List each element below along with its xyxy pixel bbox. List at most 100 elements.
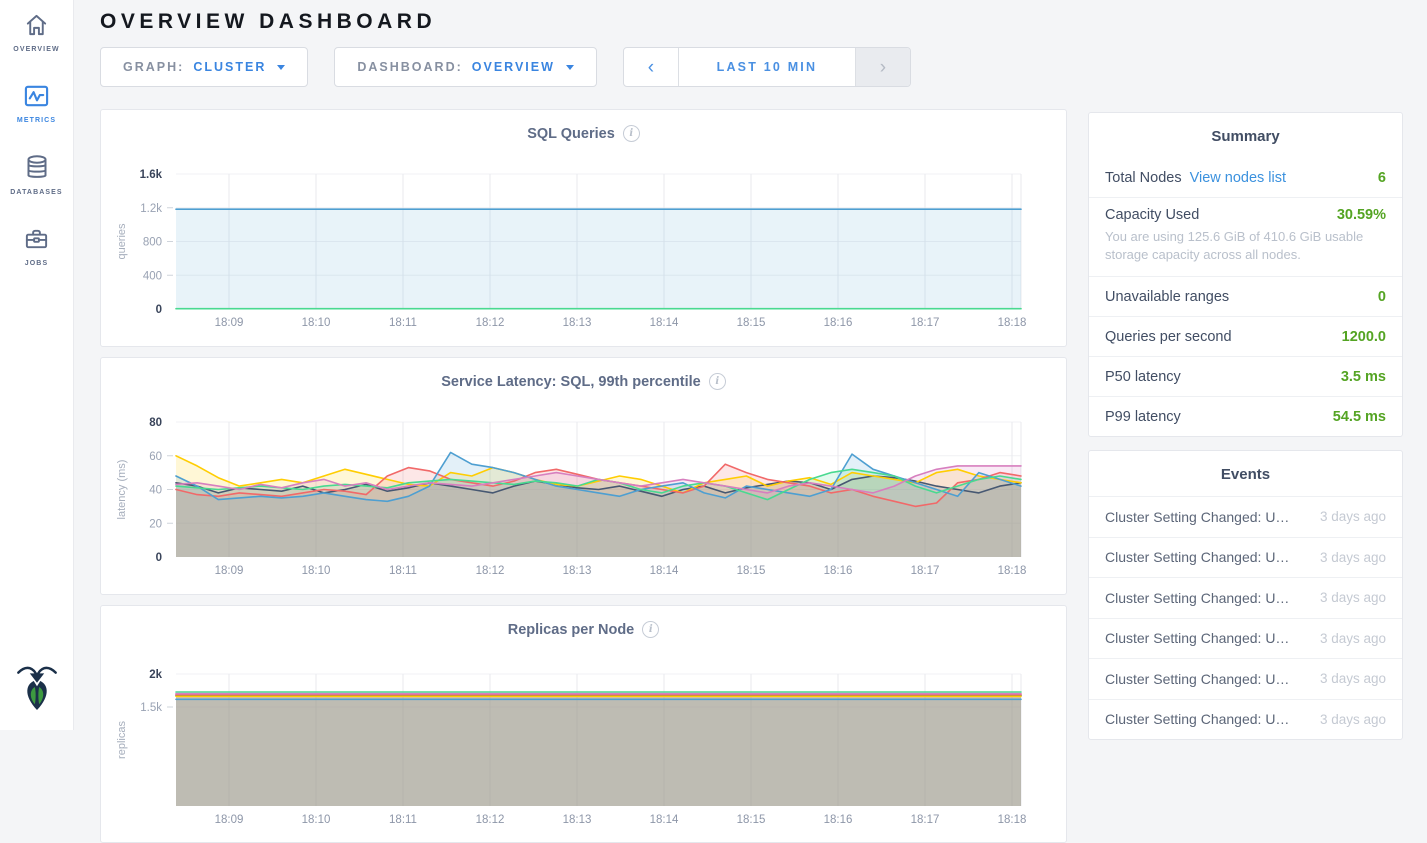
chart-title: SQL Queries i bbox=[101, 125, 1066, 142]
svg-text:18:13: 18:13 bbox=[563, 565, 592, 577]
time-range-value[interactable]: LAST 10 MIN bbox=[716, 60, 818, 74]
event-timestamp: 3 days ago bbox=[1319, 671, 1386, 687]
svg-text:18:09: 18:09 bbox=[215, 317, 244, 329]
svg-text:18:10: 18:10 bbox=[302, 317, 331, 329]
events-panel: Events Cluster Setting Changed: U… 3 days… bbox=[1088, 450, 1403, 740]
svg-text:18:12: 18:12 bbox=[476, 814, 505, 826]
svg-text:18:13: 18:13 bbox=[563, 814, 592, 826]
databases-icon bbox=[24, 154, 50, 181]
svg-text:2k: 2k bbox=[149, 669, 162, 681]
svg-text:0: 0 bbox=[156, 304, 162, 316]
replicas-per-node-chart[interactable]: 2k 1.5k 18:09 18:10 18:11 18:12 18:13 18:14 18:1… bbox=[101, 606, 1066, 840]
event-row: Cluster Setting Changed: U… 3 days ago bbox=[1089, 698, 1402, 740]
event-title: Cluster Setting Changed: U… bbox=[1105, 589, 1290, 606]
svg-text:18:10: 18:10 bbox=[302, 814, 331, 826]
unavailable-ranges-label: Unavailable ranges bbox=[1105, 288, 1230, 305]
main-content: OVERVIEW DASHBOARD GRAPH: CLUSTER DASHBO… bbox=[100, 0, 1067, 843]
time-prev-button[interactable]: ‹ bbox=[624, 48, 679, 86]
info-icon[interactable]: i bbox=[622, 125, 640, 142]
svg-text:18:13: 18:13 bbox=[563, 317, 592, 329]
sidebar-item-metrics[interactable]: METRICS bbox=[0, 69, 73, 124]
svg-text:18:09: 18:09 bbox=[215, 565, 244, 577]
toolbar: GRAPH: CLUSTER DASHBOARD: OVERVIEW ‹ LAS… bbox=[100, 47, 1067, 87]
summary-panel: Summary Total Nodes View nodes list 6 Ca… bbox=[1088, 112, 1403, 437]
capacity-value: 30.59% bbox=[1336, 207, 1386, 223]
graph-dropdown-label: GRAPH: bbox=[123, 60, 185, 74]
svg-text:18:18: 18:18 bbox=[998, 814, 1027, 826]
time-range-selector: ‹ LAST 10 MIN › bbox=[622, 47, 911, 87]
svg-text:18:14: 18:14 bbox=[650, 814, 679, 826]
qps-value: 1200.0 bbox=[1341, 328, 1386, 345]
summary-row-capacity: Capacity Used 30.59% You are using 125.6… bbox=[1089, 198, 1402, 277]
page-title: OVERVIEW DASHBOARD bbox=[100, 10, 437, 33]
svg-text:18:15: 18:15 bbox=[737, 317, 766, 329]
summary-title: Summary bbox=[1211, 128, 1280, 145]
svg-text:18:11: 18:11 bbox=[389, 814, 417, 826]
chevron-down-icon bbox=[565, 64, 574, 70]
service-latency-chart[interactable]: 80 60 40 20 0 18:09 18:10 18:11 18:12 18:13 18:14 1… bbox=[101, 358, 1066, 592]
svg-text:400: 400 bbox=[143, 270, 162, 282]
sql-queries-chart[interactable]: 1.6k 1.2k 800 400 0 18:09 18:10 18:11 18:12 18:13… bbox=[101, 110, 1066, 344]
svg-text:latency (ms): latency (ms) bbox=[116, 460, 128, 520]
summary-row-total-nodes: Total Nodes View nodes list 6 bbox=[1089, 158, 1402, 198]
home-icon bbox=[23, 12, 50, 38]
sidebar-item-databases[interactable]: DATABASES bbox=[0, 140, 73, 196]
capacity-note: You are using 125.6 GiB of 410.6 GiB usa… bbox=[1105, 229, 1364, 262]
total-nodes-label: Total Nodes bbox=[1105, 169, 1182, 186]
qps-label: Queries per second bbox=[1105, 328, 1232, 345]
event-title: Cluster Setting Changed: U… bbox=[1105, 630, 1290, 647]
event-row: Cluster Setting Changed: U… 3 days ago bbox=[1089, 496, 1402, 537]
svg-text:replicas: replicas bbox=[116, 721, 128, 759]
svg-text:queries: queries bbox=[116, 223, 128, 260]
dashboard-dropdown[interactable]: DASHBOARD: OVERVIEW bbox=[334, 47, 597, 87]
event-title: Cluster Setting Changed: U… bbox=[1105, 711, 1290, 728]
svg-text:18:12: 18:12 bbox=[476, 317, 505, 329]
event-title: Cluster Setting Changed: U… bbox=[1105, 549, 1290, 566]
svg-text:18:16: 18:16 bbox=[824, 814, 853, 826]
svg-text:18:17: 18:17 bbox=[911, 317, 940, 329]
event-row: Cluster Setting Changed: U… 3 days ago bbox=[1089, 658, 1402, 699]
svg-text:1.6k: 1.6k bbox=[140, 169, 163, 181]
graph-dropdown[interactable]: GRAPH: CLUSTER bbox=[100, 47, 309, 87]
sidebar-item-label: JOBS bbox=[24, 260, 49, 267]
svg-text:800: 800 bbox=[143, 237, 162, 249]
capacity-label: Capacity Used bbox=[1105, 207, 1200, 223]
svg-text:1.5k: 1.5k bbox=[140, 702, 162, 714]
metrics-icon bbox=[23, 83, 50, 109]
event-title: Cluster Setting Changed: U… bbox=[1105, 670, 1290, 687]
info-icon[interactable]: i bbox=[708, 373, 726, 390]
sidebar: OVERVIEW METRICS DATABASES bbox=[0, 0, 74, 730]
view-nodes-list-link[interactable]: View nodes list bbox=[1189, 169, 1287, 186]
svg-text:60: 60 bbox=[149, 451, 162, 463]
right-sidebar: Summary Total Nodes View nodes list 6 Ca… bbox=[1088, 112, 1403, 740]
summary-row-p50: P50 latency 3.5 ms bbox=[1089, 357, 1402, 397]
chart-title: Service Latency: SQL, 99th percentile i bbox=[101, 373, 1066, 390]
event-title: Cluster Setting Changed: U… bbox=[1105, 508, 1290, 525]
briefcase-icon bbox=[23, 226, 50, 252]
sidebar-item-jobs[interactable]: JOBS bbox=[0, 212, 73, 267]
sidebar-item-overview[interactable]: OVERVIEW bbox=[0, 0, 73, 53]
svg-text:18:11: 18:11 bbox=[389, 565, 417, 577]
sql-queries-card: SQL Queries i 1.6k 1.2k 800 400 0 18:09 18:10 1… bbox=[100, 109, 1067, 347]
svg-text:18:15: 18:15 bbox=[737, 565, 766, 577]
summary-row-p99: P99 latency 54.5 ms bbox=[1089, 397, 1402, 436]
event-row: Cluster Setting Changed: U… 3 days ago bbox=[1089, 617, 1402, 659]
time-next-button[interactable]: › bbox=[854, 48, 910, 86]
dashboard-dropdown-value: OVERVIEW bbox=[471, 60, 555, 74]
svg-text:1.2k: 1.2k bbox=[140, 203, 162, 215]
event-timestamp: 3 days ago bbox=[1319, 549, 1386, 565]
svg-text:18:14: 18:14 bbox=[650, 565, 679, 577]
event-timestamp: 3 days ago bbox=[1319, 630, 1386, 646]
svg-text:18:15: 18:15 bbox=[737, 814, 766, 826]
svg-text:18:09: 18:09 bbox=[215, 814, 244, 826]
svg-text:18:17: 18:17 bbox=[911, 565, 940, 577]
svg-text:18:16: 18:16 bbox=[824, 565, 853, 577]
sidebar-item-label: DATABASES bbox=[10, 189, 63, 196]
info-icon[interactable]: i bbox=[642, 621, 660, 638]
replicas-per-node-card: Replicas per Node i 2k 1.5k 18:09 18:10 18:1… bbox=[100, 605, 1067, 843]
events-title: Events bbox=[1220, 466, 1271, 483]
svg-text:18:10: 18:10 bbox=[302, 565, 331, 577]
charts-column: SQL Queries i 1.6k 1.2k 800 400 0 18:09 18:10 1… bbox=[100, 109, 1067, 843]
sidebar-item-label: OVERVIEW bbox=[13, 46, 60, 53]
summary-row-qps: Queries per second 1200.0 bbox=[1089, 317, 1402, 357]
